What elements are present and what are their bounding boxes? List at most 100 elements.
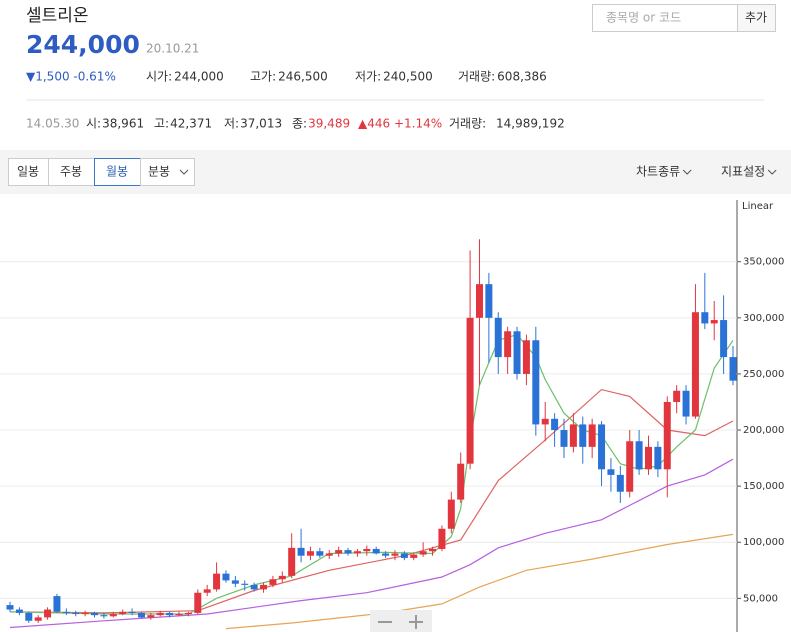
candle-body bbox=[25, 612, 33, 621]
candle-body bbox=[710, 320, 718, 324]
tool-menu[interactable]: 지표설정 bbox=[721, 165, 765, 179]
add-button[interactable] bbox=[737, 4, 776, 32]
history-label: 저: bbox=[224, 117, 239, 131]
period-tab-label[interactable]: 분봉 bbox=[148, 165, 170, 179]
candle-body bbox=[53, 596, 61, 612]
candle-body bbox=[269, 579, 277, 585]
moving-average bbox=[225, 533, 734, 630]
candle-body bbox=[682, 390, 690, 417]
candle-body bbox=[485, 284, 493, 318]
change: ▼1,500 -0.61% bbox=[26, 70, 116, 84]
stat-label: 고가: bbox=[250, 70, 276, 84]
candle-body bbox=[34, 617, 42, 621]
period-tab[interactable] bbox=[48, 158, 95, 186]
stat-label: 저가: bbox=[355, 70, 381, 84]
search-placeholder[interactable]: 종목명 or 코드 bbox=[606, 11, 681, 25]
candle-body bbox=[551, 418, 559, 431]
candle-body bbox=[344, 550, 352, 554]
candle-body bbox=[91, 612, 99, 616]
candle-body bbox=[213, 573, 221, 590]
stat-value: 240,500 bbox=[383, 70, 433, 84]
y-tick-label: 50,000 bbox=[743, 593, 778, 604]
date: 20.10.21 bbox=[146, 42, 199, 56]
y-tick-label: 200,000 bbox=[743, 425, 784, 436]
dropdown-arrow bbox=[682, 169, 692, 175]
candle-body bbox=[353, 551, 361, 554]
candle-body bbox=[598, 424, 606, 470]
candle-body bbox=[391, 553, 399, 556]
candle-body bbox=[175, 614, 183, 616]
candle-body bbox=[607, 469, 615, 475]
candle-body bbox=[72, 612, 80, 615]
candle-body bbox=[278, 575, 286, 580]
candle-body bbox=[560, 430, 568, 447]
history-date: 14.05.30 bbox=[26, 117, 79, 131]
candle-body bbox=[203, 589, 211, 593]
period-tab-label[interactable]: 월봉 bbox=[106, 165, 128, 179]
candle-body bbox=[15, 609, 23, 613]
stock-name: 셀트리온 bbox=[26, 6, 89, 26]
candle-body bbox=[635, 441, 643, 470]
period-tab[interactable] bbox=[8, 158, 49, 186]
candle-body bbox=[673, 390, 681, 402]
period-tab-label[interactable]: 주봉 bbox=[60, 165, 82, 179]
candle-body bbox=[241, 583, 249, 585]
candle-body bbox=[644, 446, 652, 470]
stat-value: 246,500 bbox=[278, 70, 328, 84]
candle-body bbox=[419, 551, 427, 555]
history-label: 고: bbox=[154, 117, 169, 131]
candle-body bbox=[494, 317, 502, 358]
period-tab-label[interactable]: 일봉 bbox=[17, 165, 39, 179]
candle-body bbox=[438, 528, 446, 549]
history-value: 42,371 bbox=[170, 117, 212, 131]
candle-body bbox=[222, 573, 230, 581]
history-volume-label: 거래량: bbox=[449, 117, 486, 131]
y-tick-label: 300,000 bbox=[743, 313, 784, 324]
candle-body bbox=[288, 547, 296, 576]
candle-body bbox=[119, 611, 127, 615]
candle-body bbox=[316, 551, 324, 556]
candle-body bbox=[588, 424, 596, 447]
candle-body bbox=[250, 584, 258, 590]
stat-label: 시가: bbox=[146, 70, 172, 84]
candle-body bbox=[701, 312, 709, 324]
candle-body bbox=[541, 418, 549, 425]
candle-body bbox=[147, 615, 155, 618]
candle-body bbox=[363, 548, 371, 552]
dropdown-arrow bbox=[179, 169, 189, 175]
history-volume: 14,989,192 bbox=[496, 117, 565, 131]
plot-area bbox=[0, 200, 737, 632]
candle-body bbox=[691, 312, 699, 417]
history-value: 37,013 bbox=[240, 117, 282, 131]
candle-body bbox=[429, 548, 437, 552]
stat-value: 244,000 bbox=[174, 70, 224, 84]
add-button-label[interactable]: 추가 bbox=[745, 11, 767, 25]
candle-body bbox=[522, 340, 530, 374]
candle-body bbox=[654, 446, 662, 470]
candle-body bbox=[513, 331, 521, 374]
history-change: ▲446 +1.14% bbox=[358, 117, 442, 131]
stat-label: 거래량: bbox=[458, 70, 495, 84]
candle-body bbox=[297, 547, 305, 556]
candle-body bbox=[109, 614, 117, 617]
candle-body bbox=[335, 550, 343, 554]
tool-menu[interactable]: 차트종류 bbox=[636, 165, 680, 179]
scale-label: Linear bbox=[742, 201, 774, 212]
plot bbox=[0, 239, 737, 630]
candle-body bbox=[372, 548, 380, 554]
moving-average bbox=[9, 388, 734, 614]
candle-body bbox=[156, 612, 164, 616]
stat-value: 608,386 bbox=[497, 70, 547, 84]
y-tick-label: 250,000 bbox=[743, 369, 784, 380]
y-tick-label: 100,000 bbox=[743, 537, 784, 548]
candle-body bbox=[720, 320, 728, 358]
candle-body bbox=[616, 474, 624, 492]
candle-body bbox=[504, 331, 512, 358]
candle-body bbox=[81, 612, 89, 615]
candle-body bbox=[325, 553, 333, 556]
period-tab[interactable] bbox=[94, 158, 141, 186]
dropdown-arrow bbox=[767, 169, 777, 175]
history-value: 39,489 bbox=[308, 117, 350, 131]
y-tick-label: 350,000 bbox=[743, 257, 784, 268]
